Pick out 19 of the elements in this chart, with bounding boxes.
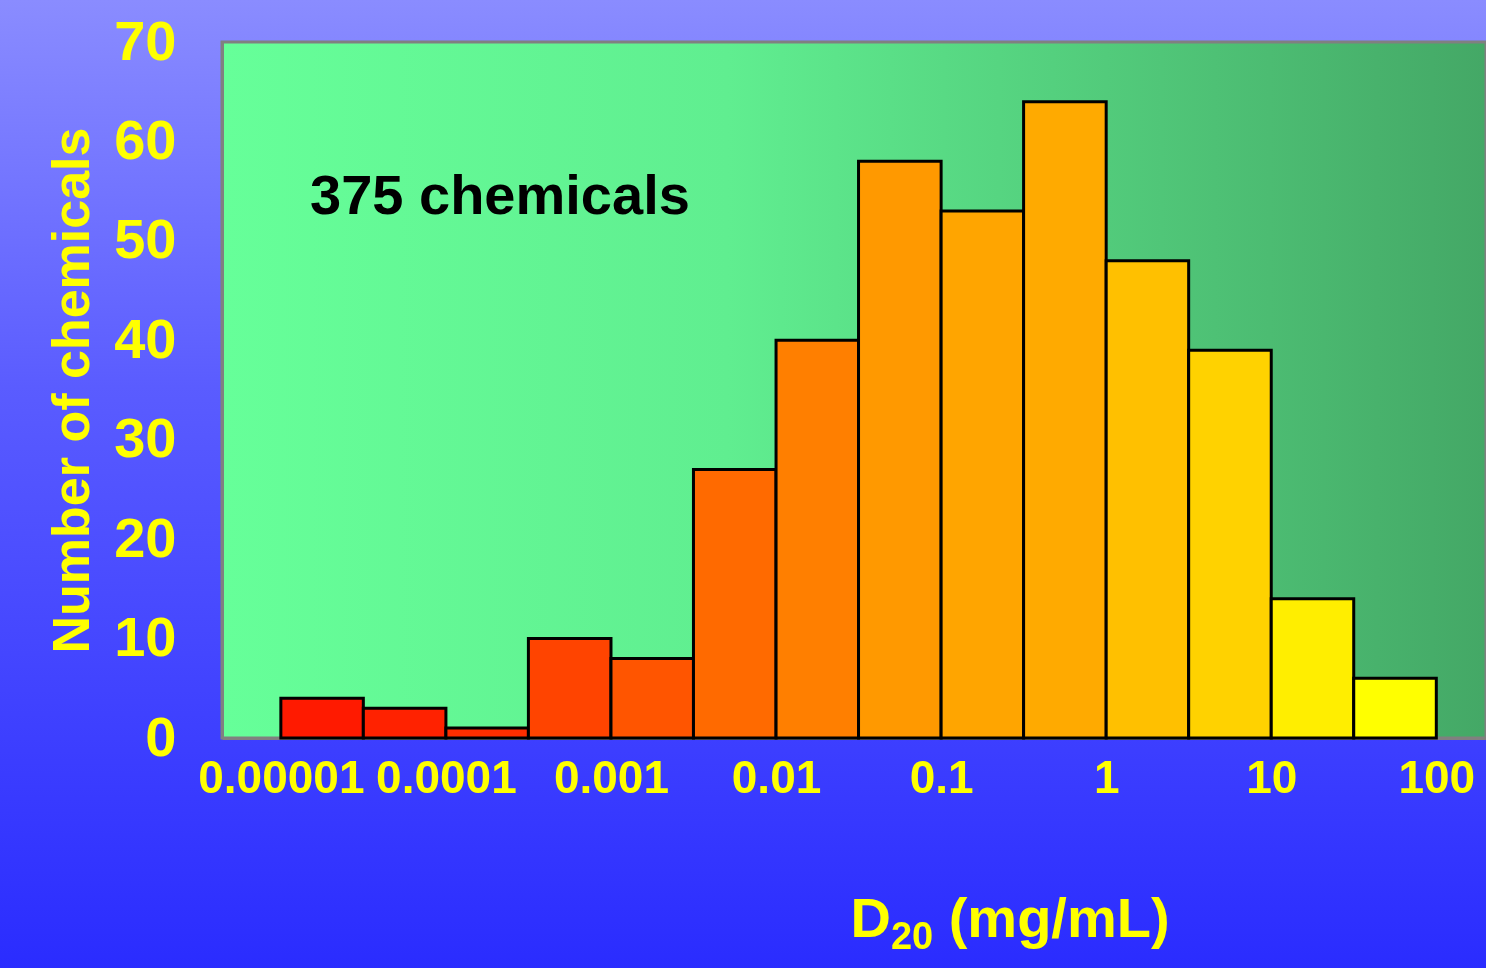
y-tick-label: 10 — [114, 605, 177, 669]
x-tick-label: 0.00001 — [198, 750, 365, 803]
annotation: 375 chemicals — [310, 163, 690, 226]
y-tick-label: 0 — [145, 704, 177, 768]
x-tick-label: 0.01 — [731, 750, 822, 803]
y-tick-label: 50 — [114, 207, 177, 271]
x-tick-label: 0.1 — [909, 750, 974, 803]
x-tick-label: 0.001 — [553, 750, 670, 803]
y-tick-label: 20 — [114, 505, 177, 569]
y-tick-label: 70 — [114, 8, 177, 72]
y-tick-label: 40 — [114, 306, 177, 370]
x-tick-label: 1 — [1093, 750, 1120, 803]
x-tick-label: 100 — [1398, 750, 1476, 803]
y-tick-label: 30 — [114, 406, 177, 470]
x-axis-title: D$_{20}$ (mg/mL) — [849, 885, 1171, 959]
y-axis-title: Number of chemicals — [42, 127, 101, 654]
y-tick-label: 60 — [114, 107, 177, 171]
x-tick-label: 10 — [1246, 750, 1298, 803]
x-tick-label: 0.0001 — [376, 750, 517, 803]
